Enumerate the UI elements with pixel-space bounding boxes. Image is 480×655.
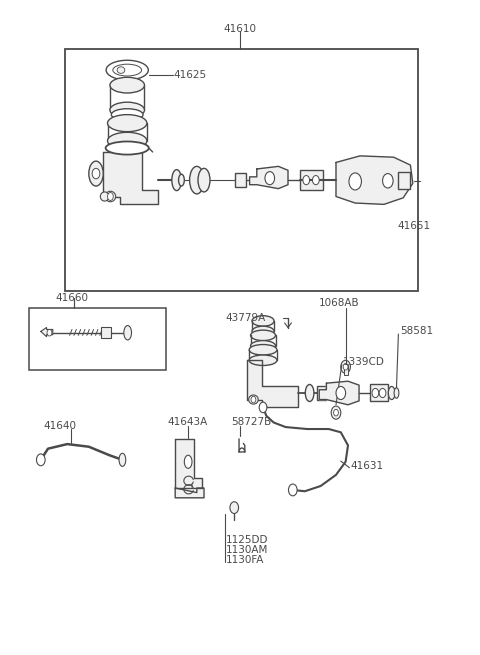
Bar xyxy=(235,173,246,187)
Bar xyxy=(370,384,388,401)
Circle shape xyxy=(343,364,348,370)
Ellipse shape xyxy=(251,330,276,341)
Circle shape xyxy=(372,388,379,398)
Text: 58727B: 58727B xyxy=(231,417,272,428)
Ellipse shape xyxy=(110,77,144,93)
Ellipse shape xyxy=(111,109,143,121)
Text: 41631: 41631 xyxy=(350,461,384,472)
Ellipse shape xyxy=(110,102,144,118)
Text: 41625: 41625 xyxy=(174,69,207,80)
Ellipse shape xyxy=(119,453,126,466)
Circle shape xyxy=(303,176,310,185)
Ellipse shape xyxy=(124,326,132,340)
Polygon shape xyxy=(336,156,413,204)
Ellipse shape xyxy=(388,386,395,400)
Circle shape xyxy=(334,409,338,416)
Ellipse shape xyxy=(108,132,147,149)
Ellipse shape xyxy=(305,384,314,402)
Circle shape xyxy=(108,193,113,200)
Circle shape xyxy=(36,454,45,466)
Circle shape xyxy=(230,502,239,514)
Text: 58581: 58581 xyxy=(400,326,433,336)
Ellipse shape xyxy=(89,161,103,186)
Circle shape xyxy=(379,388,386,398)
Text: 1130AM: 1130AM xyxy=(226,545,268,555)
Polygon shape xyxy=(175,488,204,498)
Circle shape xyxy=(383,174,393,188)
Text: 41640: 41640 xyxy=(43,421,76,431)
Text: 1068AB: 1068AB xyxy=(319,298,360,309)
Ellipse shape xyxy=(100,192,109,201)
Polygon shape xyxy=(41,328,53,337)
Ellipse shape xyxy=(117,67,125,73)
Polygon shape xyxy=(247,360,298,407)
Ellipse shape xyxy=(113,64,142,76)
Ellipse shape xyxy=(190,166,204,194)
Circle shape xyxy=(336,386,346,400)
Ellipse shape xyxy=(108,115,147,132)
Text: 43779A: 43779A xyxy=(226,312,266,323)
Circle shape xyxy=(259,402,267,413)
Ellipse shape xyxy=(252,326,274,337)
Bar xyxy=(101,327,111,338)
Ellipse shape xyxy=(249,395,258,404)
Circle shape xyxy=(92,168,100,179)
Text: 1125DD: 1125DD xyxy=(226,535,268,546)
Circle shape xyxy=(349,173,361,190)
Polygon shape xyxy=(319,381,359,405)
Circle shape xyxy=(47,329,52,336)
Ellipse shape xyxy=(184,455,192,468)
Polygon shape xyxy=(175,439,202,488)
Ellipse shape xyxy=(106,60,148,80)
Ellipse shape xyxy=(106,141,149,155)
Polygon shape xyxy=(103,152,158,204)
Circle shape xyxy=(341,360,350,373)
Bar xyxy=(300,170,323,190)
Text: 41643A: 41643A xyxy=(167,417,207,428)
Ellipse shape xyxy=(198,168,210,192)
Ellipse shape xyxy=(394,388,399,398)
Bar xyxy=(65,49,418,291)
Ellipse shape xyxy=(249,345,277,355)
Text: 41660: 41660 xyxy=(55,293,88,303)
Ellipse shape xyxy=(251,341,276,351)
Bar xyxy=(29,308,166,370)
Text: 41651: 41651 xyxy=(397,221,431,231)
Text: 1130FA: 1130FA xyxy=(226,555,264,565)
Bar xyxy=(344,365,348,375)
Ellipse shape xyxy=(105,191,116,202)
Ellipse shape xyxy=(252,316,274,326)
Circle shape xyxy=(251,396,256,403)
Text: 41610: 41610 xyxy=(224,24,256,35)
Ellipse shape xyxy=(179,174,184,186)
Ellipse shape xyxy=(249,355,277,365)
Circle shape xyxy=(331,406,341,419)
Ellipse shape xyxy=(172,170,181,191)
Circle shape xyxy=(312,176,319,185)
Text: 1339CD: 1339CD xyxy=(343,357,385,367)
Circle shape xyxy=(265,172,275,185)
Polygon shape xyxy=(250,166,288,189)
Circle shape xyxy=(288,484,297,496)
Bar xyxy=(398,172,410,189)
Bar xyxy=(317,386,326,400)
